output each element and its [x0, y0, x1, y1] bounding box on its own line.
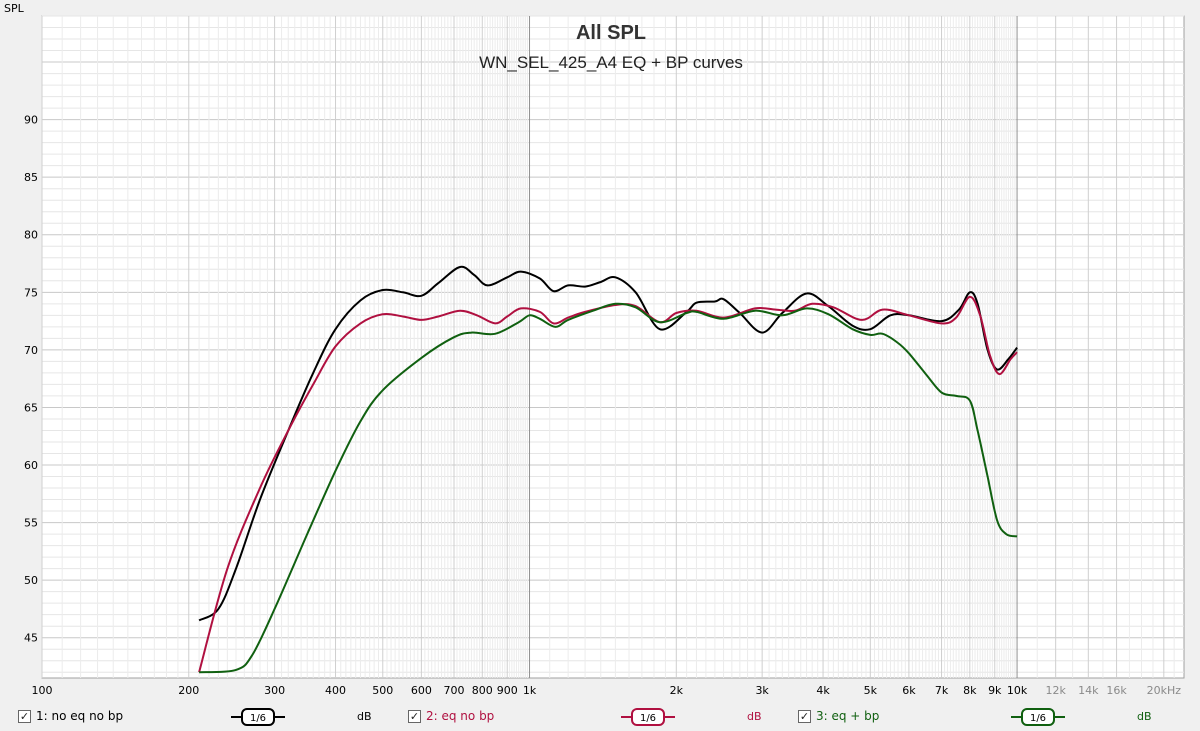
legend-unit-2: dB	[747, 710, 762, 723]
legend-unit-3: dB	[1137, 710, 1152, 723]
x-tick-label: 8k	[963, 684, 977, 697]
plot-area	[41, 15, 1185, 679]
x-tick-label: 400	[325, 684, 346, 697]
x-tick-label: 100	[32, 684, 53, 697]
legend-checkbox-1[interactable]: ✓	[18, 709, 31, 723]
y-tick-labels: 45 50 55 60 65 70 75 80 85 90	[24, 114, 38, 645]
legend-label-2: 2: eq no bp	[426, 709, 495, 723]
legend-label-1: 1: no eq no bp	[36, 709, 124, 723]
x-tick-label: 4k	[816, 684, 830, 697]
legend-checkbox-3[interactable]: ✓	[798, 709, 811, 723]
smoothing-selector-1[interactable]: 1/6	[231, 708, 285, 726]
x-tick-label: 900	[497, 684, 518, 697]
legend-item-2[interactable]: ✓ 2: eq no bp	[408, 706, 494, 726]
x-tick-label: 800	[472, 684, 493, 697]
legend-label-3: 3: eq + bp	[816, 709, 880, 723]
legend-checkbox-2[interactable]: ✓	[408, 709, 421, 723]
y-tick-label: 85	[24, 171, 38, 184]
x-tick-label: 6k	[902, 684, 916, 697]
x-tick-label: 10k	[1007, 684, 1028, 697]
legend-unit-1: dB	[357, 710, 372, 723]
y-tick-label: 90	[24, 114, 38, 127]
y-tick-label: 80	[24, 229, 38, 242]
x-tick-label: 300	[264, 684, 285, 697]
y-tick-label: 50	[24, 574, 38, 587]
legend-item-3[interactable]: ✓ 3: eq + bp	[798, 706, 879, 726]
legend-item-1[interactable]: ✓ 1: no eq no bp	[18, 706, 123, 726]
y-tick-label: 70	[24, 344, 38, 357]
x-tick-label: 1k	[523, 684, 537, 697]
series-group	[198, 265, 1018, 674]
y-tick-label: 60	[24, 459, 38, 472]
x-tick-label: 7k	[935, 684, 949, 697]
x-tick-label: 16k	[1106, 684, 1127, 697]
x-tick-label: 2k	[670, 684, 684, 697]
smoothing-label-2: 1/6	[640, 713, 656, 724]
y-tick-label: 75	[24, 286, 38, 299]
x-tick-label: 12k	[1045, 684, 1066, 697]
y-tick-label: 65	[24, 401, 38, 414]
x-tick-label: 600	[411, 684, 432, 697]
x-tick-label: 500	[372, 684, 393, 697]
x-tick-label: 200	[178, 684, 199, 697]
x-tick-label: 14k	[1078, 684, 1099, 697]
x-tick-label: 9k	[988, 684, 1002, 697]
smoothing-selector-3[interactable]: 1/6	[1011, 708, 1065, 726]
x-tick-label: 5k	[864, 684, 878, 697]
smoothing-label-1: 1/6	[250, 713, 266, 724]
x-tick-label: 700	[444, 684, 465, 697]
x-tick-labels: 100 200 300 400 500 600 700 800 900 1k 2k 3k 4k 5k 6k 7…	[32, 684, 1182, 697]
smoothing-label-3: 1/6	[1030, 713, 1046, 724]
y-axis-label: SPL	[4, 2, 25, 15]
chart-title: All SPL	[576, 22, 646, 44]
x-tick-label: 3k	[755, 684, 769, 697]
chart-subtitle: WN_SEL_425_A4 EQ + BP curves	[479, 53, 743, 72]
x-tick-label: 20kHz	[1147, 684, 1182, 697]
y-tick-label: 55	[24, 517, 38, 530]
series-line-3	[199, 302, 1018, 674]
y-tick-label: 45	[24, 632, 38, 645]
smoothing-selector-2[interactable]: 1/6	[621, 708, 675, 726]
